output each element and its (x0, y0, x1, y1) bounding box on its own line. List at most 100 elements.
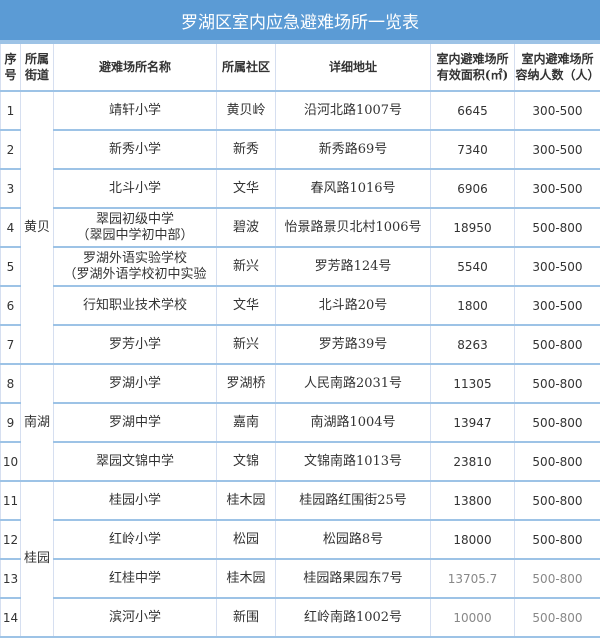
street-cell: 黄贝 (20, 90, 54, 365)
shelter-name-line: 滨河小学 (108, 609, 161, 625)
table-row: 9 罗湖中学 嘉南 南湖路1004号 13947 500-800 (0, 402, 600, 443)
shelter-name: 罗湖小学 (53, 363, 217, 404)
capacity: 500-800 (514, 441, 600, 482)
shelter-name-line: 罗湖小学 (108, 375, 161, 391)
shelter-name-line: 罗湖外语实验学校 (82, 250, 187, 266)
address: 罗芳路39号 (275, 324, 431, 365)
address: 春风路1016号 (275, 168, 431, 209)
shelter-name: 新秀小学 (53, 129, 217, 170)
row-index: 12 (0, 519, 21, 560)
shelter-name: 翠园文锦中学 (53, 441, 217, 482)
capacity: 300-500 (514, 90, 600, 131)
table-row: 14 滨河小学 新围 红岭南路1002号 10000 500-800 (0, 597, 600, 638)
shelter-name: 北斗小学 (53, 168, 217, 209)
address: 松园路8号 (275, 519, 431, 560)
table-row: 10 翠园文锦中学 文锦 文锦南路1013号 23810 500-800 (0, 441, 600, 482)
table-row: 1 黄贝 靖轩小学 黄贝岭 沿河北路1007号 6645 300-500 (0, 90, 600, 365)
address: 红岭南路1002号 (275, 597, 431, 638)
shelter-name-note: （翠园中学初中部） (76, 227, 194, 243)
row-index: 4 (0, 207, 21, 248)
shelter-name: 罗湖中学 (53, 402, 217, 443)
shelter-table: 序号 所属街道 避难场所名称 所属社区 详细地址 室内避难场所 有效面积(㎡) 室… (0, 42, 600, 638)
shelter-name-note: （罗湖外语学校初中实验 (63, 266, 207, 282)
community: 罗湖桥 (216, 363, 276, 404)
area: 13947 (430, 402, 515, 443)
shelter-name-line: 翠园文锦中学 (95, 453, 174, 469)
header-name: 避难场所名称 (53, 42, 217, 92)
community: 嘉南 (216, 402, 276, 443)
community: 文华 (216, 285, 276, 326)
row-index: 1 (0, 90, 21, 131)
area: 10000 (430, 597, 515, 638)
area: 8263 (430, 324, 515, 365)
row-index: 2 (0, 129, 21, 170)
header-capacity: 室内避难场所 容纳人数（人） (514, 42, 600, 92)
capacity: 300-500 (514, 168, 600, 209)
shelter-name-line: 红岭小学 (108, 531, 161, 547)
area: 6645 (430, 90, 515, 131)
shelter-name: 靖轩小学 (53, 90, 217, 131)
capacity: 500-800 (514, 324, 600, 365)
address: 桂园路红围街25号 (275, 480, 431, 521)
area: 5540 (430, 246, 515, 287)
area: 1800 (430, 285, 515, 326)
address: 人民南路2031号 (275, 363, 431, 404)
community: 黄贝岭 (216, 90, 276, 131)
community: 新围 (216, 597, 276, 638)
row-index: 9 (0, 402, 21, 443)
row-index: 11 (0, 480, 21, 521)
capacity: 300-500 (514, 285, 600, 326)
shelter-name-line: 翠园初级中学 (95, 211, 174, 227)
address: 罗芳路124号 (275, 246, 431, 287)
shelter-name: 翠园初级中学 （翠园中学初中部） (53, 207, 217, 248)
address: 北斗路20号 (275, 285, 431, 326)
shelter-name-line: 靖轩小学 (108, 102, 161, 118)
shelter-name: 行知职业技术学校 (53, 285, 217, 326)
area: 18000 (430, 519, 515, 560)
shelter-name: 红桂中学 (53, 558, 217, 599)
area: 18950 (430, 207, 515, 248)
address: 新秀路69号 (275, 129, 431, 170)
row-index: 6 (0, 285, 21, 326)
row-index: 8 (0, 363, 21, 404)
shelter-name: 桂园小学 (53, 480, 217, 521)
table-row: 7 罗芳小学 新兴 罗芳路39号 8263 500-800 (0, 324, 600, 365)
community: 桂木园 (216, 480, 276, 521)
capacity: 500-800 (514, 207, 600, 248)
capacity: 500-800 (514, 519, 600, 560)
community: 松园 (216, 519, 276, 560)
area: 13705.7 (430, 558, 515, 599)
shelter-name-line: 桂园小学 (108, 492, 161, 508)
capacity: 500-800 (514, 402, 600, 443)
community: 碧波 (216, 207, 276, 248)
table-row: 3 北斗小学 文华 春风路1016号 6906 300-500 (0, 168, 600, 209)
capacity: 500-800 (514, 597, 600, 638)
street-cell: 南湖 (20, 363, 54, 482)
header-community: 所属社区 (216, 42, 276, 92)
shelter-name: 罗湖外语实验学校 （罗湖外语学校初中实验 (53, 246, 217, 287)
shelter-name-line: 新秀小学 (108, 141, 161, 157)
row-index: 13 (0, 558, 21, 599)
table-row: 5 罗湖外语实验学校 （罗湖外语学校初中实验 新兴 罗芳路124号 5540 300-500 (0, 246, 600, 287)
table-row: 11 桂园 桂园小学 桂木园 桂园路红围街25号 13800 500-800 (0, 480, 600, 638)
community: 桂木园 (216, 558, 276, 599)
row-index: 3 (0, 168, 21, 209)
table-row: 4 翠园初级中学 （翠园中学初中部） 碧波 怡景路景贝北村1006号 18950 500-8… (0, 207, 600, 248)
row-index: 10 (0, 441, 21, 482)
community: 文锦 (216, 441, 276, 482)
header-area: 室内避难场所 有效面积(㎡) (430, 42, 515, 92)
address: 桂园路果园东7号 (275, 558, 431, 599)
table-row: 12 红岭小学 松园 松园路8号 18000 500-800 (0, 519, 600, 560)
row-index: 14 (0, 597, 21, 638)
header-street: 所属街道 (20, 42, 54, 92)
area: 13800 (430, 480, 515, 521)
shelter-name: 滨河小学 (53, 597, 217, 638)
capacity: 300-500 (514, 129, 600, 170)
header-row: 序号 所属街道 避难场所名称 所属社区 详细地址 室内避难场所 有效面积(㎡) 室… (0, 42, 600, 92)
table-row: 2 新秀小学 新秀 新秀路69号 7340 300-500 (0, 129, 600, 170)
area: 7340 (430, 129, 515, 170)
capacity: 300-500 (514, 246, 600, 287)
area: 6906 (430, 168, 515, 209)
address: 沿河北路1007号 (275, 90, 431, 131)
community: 新秀 (216, 129, 276, 170)
